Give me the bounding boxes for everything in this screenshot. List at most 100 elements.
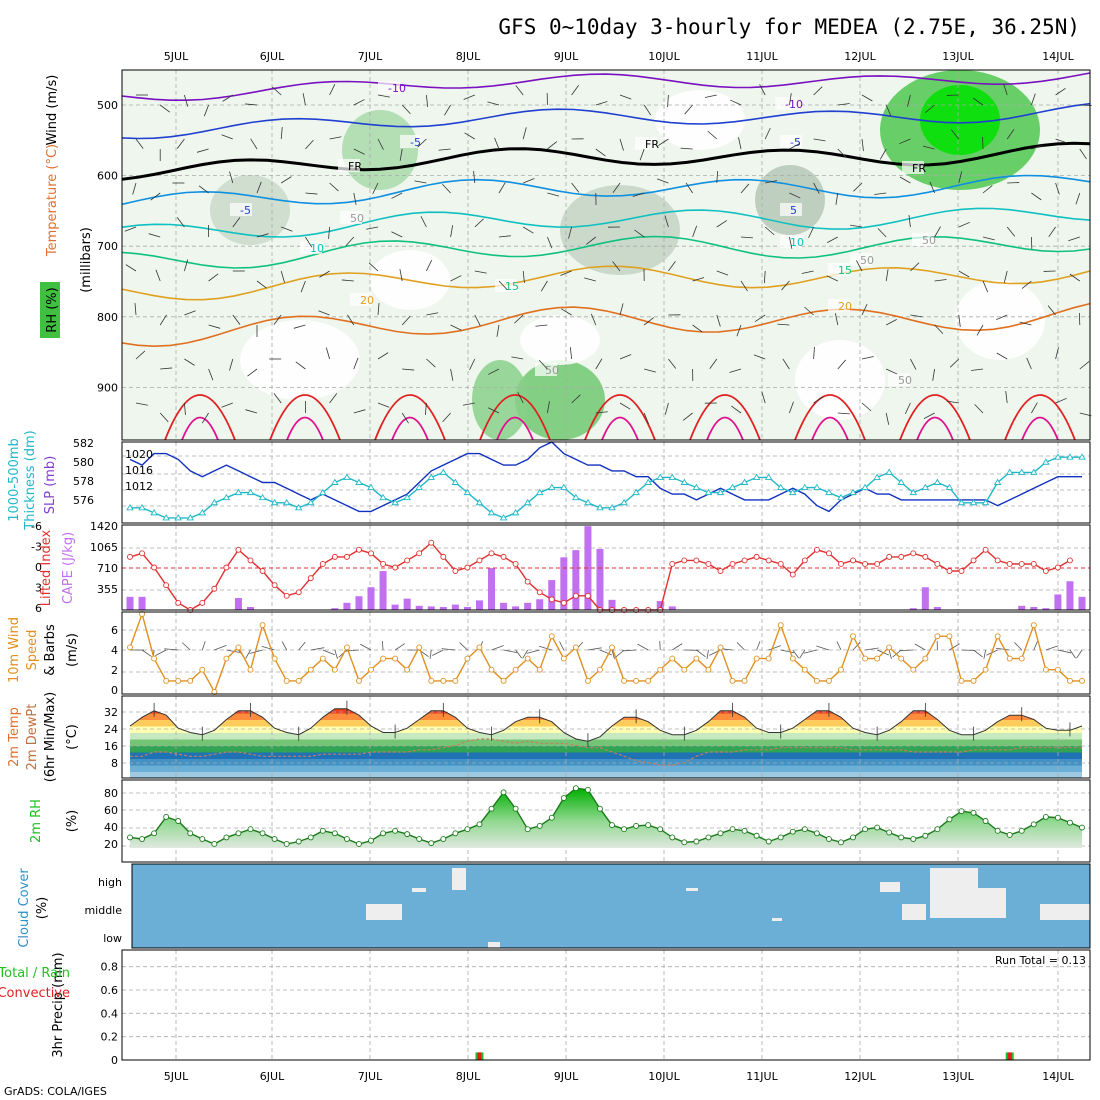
wind-barb [934,279,947,282]
thickness-point [222,493,231,501]
cloud-gap [880,882,900,892]
wind-barb [672,643,683,651]
rh-point [994,827,1001,834]
lifted-index-point [693,557,700,564]
wind-speed-point [825,677,832,684]
thickness-point [547,483,556,491]
thickness-point [343,473,351,480]
rh-shading-blob [515,360,605,440]
wind-barb [668,358,677,369]
wind-speed-point [886,644,893,651]
thickness-point [463,488,472,496]
cloud-level-label: middle [84,904,122,917]
wind-barb [325,347,330,360]
wind-barb [377,138,384,150]
wind-barb [522,127,527,140]
wind-barb [958,171,963,184]
rh-point [645,822,652,829]
wind-barb [522,226,534,234]
isotherm-line [121,207,1091,238]
wind-barb [1021,280,1032,289]
wind-barb [281,226,293,232]
wind-barb [399,269,403,282]
lifted-index-point [572,592,579,599]
temp-band [130,758,1082,766]
wind-speed-point [235,644,242,651]
rh-point [548,814,555,821]
lifted-index-point [247,557,254,564]
wind-barb [295,361,306,370]
day-label-bottom: 9JUL [554,1070,579,1083]
wind-barb [1068,236,1080,242]
wind-barb [377,402,390,408]
day-label-top: 5JUL [164,50,189,63]
isotherm-line [181,416,219,441]
wind-barb [322,649,335,656]
wind-barb [208,324,221,329]
wind-speed-point [175,677,182,684]
wind-barb [377,94,390,98]
rh-point [934,826,941,833]
wind-barb [680,147,693,150]
lifted-index-point [862,561,869,567]
isotherm-line [601,416,639,441]
wind-barb [329,182,339,192]
wind-barb [245,649,251,659]
rh-point [765,838,772,845]
wind-barb [184,358,195,366]
wind-speed-point [1042,666,1049,673]
temp-tick-label: 8 [111,757,118,770]
rh-point [898,834,905,841]
wind-speed-point [524,655,531,662]
wind-barb [184,94,189,107]
wind-barb [861,356,874,360]
cape-tick-label: 1420 [90,520,118,533]
lifted-index-point [476,557,483,564]
wind-barb [907,94,911,107]
wind-barb [643,412,650,425]
wind-barb [391,231,403,238]
temperature-legend-label: Temperature (°C) [45,144,60,257]
wind-barb [982,280,989,293]
wind-barb [429,649,432,660]
rh-point [199,836,206,842]
contour-label-bg [350,293,372,306]
wind-speed-point [428,677,435,684]
wind-speed-point [440,677,447,684]
cape-bar [234,598,242,610]
rh-point [693,838,700,845]
contour-label-bg [888,373,910,386]
wind-speed-point [633,677,640,684]
wind-barb [899,138,911,145]
wind-speed-point [536,666,543,673]
wind-barb [885,269,889,282]
slp-line [129,441,1082,513]
rh-point [946,816,953,823]
cape-bar [403,598,411,610]
cloud-cover-panel: high middle low [84,863,1091,949]
rh-point [307,834,314,841]
contour-label: 5 [790,204,797,217]
wind-barb [753,354,766,360]
temp-band [130,719,1082,727]
thickness-point [234,488,243,496]
pressure-axis-label: (millibars) [79,227,94,293]
wind-barb [487,101,500,106]
contour-label-bg [400,135,422,148]
lifted-index-point [813,546,820,553]
temp-band [130,713,1082,720]
thickness-point [403,493,411,501]
lifted-index-point [331,553,338,560]
rh-shading-blob [795,340,885,420]
wind-speed-line [129,611,1082,694]
temp-unit-label: (°C) [65,724,80,750]
lifted-index-point [452,568,459,574]
contour-label-bg [912,233,934,246]
thickness-point [138,503,146,511]
lifted-index-point [524,578,531,585]
wind-barb [377,303,380,316]
wind-barb [394,643,406,651]
wind-barb [740,236,753,239]
thickness-point [909,488,918,496]
wind-speed-point [862,655,869,662]
